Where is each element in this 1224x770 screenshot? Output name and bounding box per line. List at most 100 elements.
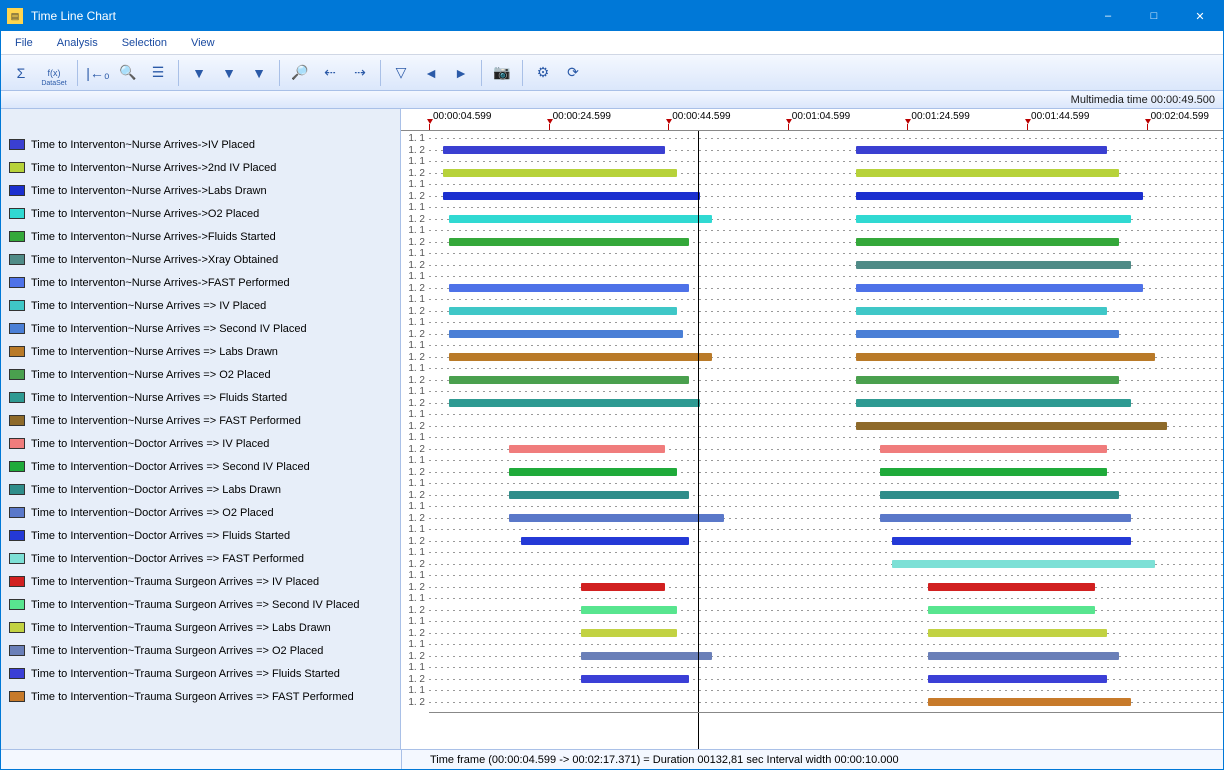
timeline-bar[interactable]	[449, 238, 688, 246]
prev-icon[interactable]: ◄	[417, 59, 445, 87]
filter3-icon[interactable]: ▼	[245, 59, 273, 87]
timeline-bar[interactable]	[856, 146, 1107, 154]
timeline-bar[interactable]	[449, 284, 688, 292]
legend-item[interactable]: Time to Intervention~Trauma Surgeon Arri…	[9, 685, 396, 708]
legend-item[interactable]: Time to Intervention~Nurse Arrives => Fl…	[9, 386, 396, 409]
timeline-grid[interactable]: 1. 11. 21. 11. 21. 11. 21. 11. 21. 11. 2…	[401, 131, 1223, 749]
timeline-bar[interactable]	[856, 261, 1131, 269]
menu-selection[interactable]: Selection	[112, 35, 177, 51]
timeline-bar[interactable]	[856, 284, 1143, 292]
timeline-bar[interactable]	[856, 376, 1119, 384]
timeline-bar[interactable]	[856, 307, 1107, 315]
timeline-bar[interactable]	[880, 468, 1107, 476]
timeline-bar[interactable]	[443, 146, 664, 154]
timeline-bar[interactable]	[449, 399, 700, 407]
timeline-bar[interactable]	[581, 675, 689, 683]
timeline-bar[interactable]	[443, 169, 676, 177]
timeline-bar[interactable]	[449, 215, 712, 223]
timeline-bar[interactable]	[880, 514, 1131, 522]
timeline-bar[interactable]	[443, 192, 700, 200]
sigma-icon[interactable]: Σ	[7, 59, 35, 87]
legend-item[interactable]: Time to Interventon~Nurse Arrives->2nd I…	[9, 156, 396, 179]
search-icon[interactable]: 🔎	[286, 59, 314, 87]
legend-item[interactable]: Time to Intervention~Nurse Arrives => FA…	[9, 409, 396, 432]
legend-item[interactable]: Time to Intervention~Trauma Surgeon Arri…	[9, 593, 396, 616]
legend-item[interactable]: Time to Intervention~Nurse Arrives => O2…	[9, 363, 396, 386]
zoom-icon[interactable]: 🔍	[114, 59, 142, 87]
timeline-bar[interactable]	[856, 330, 1119, 338]
maximize-button[interactable]: □	[1131, 1, 1177, 31]
timeline-bar[interactable]	[928, 652, 1119, 660]
timeline-bar[interactable]	[856, 238, 1119, 246]
timeline-bar[interactable]	[928, 583, 1095, 591]
legend-item[interactable]: Time to Intervention~Doctor Arrives => F…	[9, 547, 396, 570]
timeline-bar[interactable]	[856, 422, 1167, 430]
timeline-bar[interactable]	[856, 192, 1143, 200]
link-next-icon[interactable]: ⇢	[346, 59, 374, 87]
timeline-bar[interactable]	[880, 445, 1107, 453]
timeline-bar[interactable]	[892, 560, 1155, 568]
timeline-bar[interactable]	[928, 698, 1131, 706]
legend-item[interactable]: Time to Interventon~Nurse Arrives->O2 Pl…	[9, 202, 396, 225]
refresh-icon[interactable]: ⟳	[559, 59, 587, 87]
close-button[interactable]: ✕	[1177, 1, 1223, 31]
camera-icon[interactable]: 📷	[488, 59, 516, 87]
legend-item[interactable]: Time to Interventon~Nurse Arrives->FAST …	[9, 271, 396, 294]
timeline-bar[interactable]	[880, 491, 1119, 499]
timeline-bar[interactable]	[928, 629, 1107, 637]
legend-item[interactable]: Time to Intervention~Trauma Surgeon Arri…	[9, 662, 396, 685]
legend-item[interactable]: Time to Interventon~Nurse Arrives->Xray …	[9, 248, 396, 271]
legend-item[interactable]: Time to Intervention~Trauma Surgeon Arri…	[9, 639, 396, 662]
timeline-bar[interactable]	[449, 376, 688, 384]
legend-item[interactable]: Time to Intervention~Doctor Arrives => I…	[9, 432, 396, 455]
filter1-icon[interactable]: ▼	[185, 59, 213, 87]
timeline-bar[interactable]	[509, 468, 676, 476]
menu-analysis[interactable]: Analysis	[47, 35, 108, 51]
filter2-icon[interactable]: ▼	[215, 59, 243, 87]
timeline-bar[interactable]	[581, 652, 713, 660]
timeline-bar[interactable]	[509, 445, 664, 453]
timeline-bar[interactable]	[581, 606, 677, 614]
menu-file[interactable]: File	[5, 35, 43, 51]
time-ruler[interactable]: 00:00:04.59900:00:24.59900:00:44.59900:0…	[401, 109, 1223, 131]
timeline-bar[interactable]	[856, 353, 1155, 361]
timeline-bar[interactable]	[856, 169, 1119, 177]
legend-item[interactable]: Time to Intervention~Doctor Arrives => L…	[9, 478, 396, 501]
timeline-bar[interactable]	[449, 330, 682, 338]
timeline-bar[interactable]	[509, 514, 724, 522]
legend-item[interactable]: Time to Intervention~Nurse Arrives => IV…	[9, 294, 396, 317]
legend-item[interactable]: Time to Intervention~Trauma Surgeon Arri…	[9, 616, 396, 639]
legend-item[interactable]: Time to Intervention~Doctor Arrives => F…	[9, 524, 396, 547]
legend-item[interactable]: Time to Intervention~Doctor Arrives => O…	[9, 501, 396, 524]
timeline-bar[interactable]	[928, 606, 1095, 614]
next-icon[interactable]: ►	[447, 59, 475, 87]
playhead[interactable]	[698, 131, 699, 749]
timeline-bar[interactable]	[581, 583, 665, 591]
legend-item[interactable]: Time to Intervention~Doctor Arrives => S…	[9, 455, 396, 478]
minimize-button[interactable]: –	[1085, 1, 1131, 31]
timeline-bar[interactable]	[449, 353, 712, 361]
timeline-bar[interactable]	[449, 307, 676, 315]
legend-item[interactable]: Time to Intervention~Trauma Surgeon Arri…	[9, 570, 396, 593]
menu-view[interactable]: View	[181, 35, 225, 51]
fx-dataset-icon[interactable]: f(x)DataSet	[37, 59, 71, 87]
timeline-bar[interactable]	[509, 491, 688, 499]
legend-item[interactable]: Time to Interventon~Nurse Arrives->IV Pl…	[9, 133, 396, 156]
link-prev-icon[interactable]: ⇠	[316, 59, 344, 87]
timeline-bar[interactable]	[892, 537, 1131, 545]
settings-icon[interactable]: ⚙	[529, 59, 557, 87]
list-icon[interactable]: ☰	[144, 59, 172, 87]
filter-blue-icon[interactable]: ▽	[387, 59, 415, 87]
multimedia-time-label: Multimedia time	[1071, 94, 1148, 106]
timeline-bar[interactable]	[856, 399, 1131, 407]
goto-start-icon[interactable]: |←₀	[84, 59, 112, 87]
timeline-bar[interactable]	[856, 215, 1131, 223]
timeline-bar[interactable]	[928, 675, 1107, 683]
legend-item[interactable]: Time to Intervention~Nurse Arrives => La…	[9, 340, 396, 363]
legend-item[interactable]: Time to Interventon~Nurse Arrives->Fluid…	[9, 225, 396, 248]
legend-item[interactable]: Time to Interventon~Nurse Arrives->Labs …	[9, 179, 396, 202]
timeline-bar[interactable]	[581, 629, 677, 637]
timeline-bar[interactable]	[521, 537, 688, 545]
timeline-lane	[429, 582, 1223, 594]
legend-item[interactable]: Time to Intervention~Nurse Arrives => Se…	[9, 317, 396, 340]
